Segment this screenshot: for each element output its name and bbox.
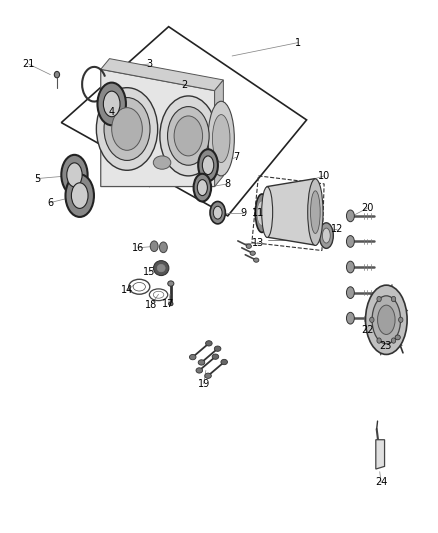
Text: 22: 22 xyxy=(362,326,374,335)
Text: 23: 23 xyxy=(379,342,392,351)
Ellipse shape xyxy=(392,338,396,343)
Ellipse shape xyxy=(377,296,381,302)
Ellipse shape xyxy=(96,87,158,171)
Ellipse shape xyxy=(153,156,171,169)
Ellipse shape xyxy=(250,251,255,255)
Text: 24: 24 xyxy=(375,478,387,487)
Text: 12: 12 xyxy=(331,224,343,234)
Polygon shape xyxy=(101,59,223,91)
Polygon shape xyxy=(101,69,215,187)
Ellipse shape xyxy=(378,305,395,335)
Ellipse shape xyxy=(174,116,203,156)
Ellipse shape xyxy=(377,338,381,343)
Text: 8: 8 xyxy=(225,179,231,189)
Text: 6: 6 xyxy=(47,198,53,207)
Ellipse shape xyxy=(213,206,222,219)
Text: 21: 21 xyxy=(22,59,35,69)
Text: 1: 1 xyxy=(295,38,301,47)
Ellipse shape xyxy=(61,155,88,195)
Text: 7: 7 xyxy=(233,152,240,162)
Text: 15: 15 xyxy=(143,267,155,277)
Text: 16: 16 xyxy=(132,243,144,253)
Text: 9: 9 xyxy=(240,208,246,218)
Ellipse shape xyxy=(255,194,268,232)
Ellipse shape xyxy=(104,98,150,160)
Ellipse shape xyxy=(372,296,401,344)
Text: 5: 5 xyxy=(34,174,40,183)
Ellipse shape xyxy=(150,241,158,252)
Ellipse shape xyxy=(346,210,354,222)
Ellipse shape xyxy=(254,258,259,262)
Ellipse shape xyxy=(159,242,167,253)
Ellipse shape xyxy=(205,341,212,346)
Ellipse shape xyxy=(221,359,227,365)
Polygon shape xyxy=(215,80,223,187)
Ellipse shape xyxy=(198,149,218,181)
Ellipse shape xyxy=(202,156,214,175)
Text: 20: 20 xyxy=(362,203,374,213)
Ellipse shape xyxy=(246,244,251,248)
Ellipse shape xyxy=(54,71,60,78)
Ellipse shape xyxy=(71,183,88,208)
Ellipse shape xyxy=(258,202,266,224)
Ellipse shape xyxy=(346,236,354,247)
Ellipse shape xyxy=(319,223,333,248)
Ellipse shape xyxy=(392,296,396,302)
Text: 13: 13 xyxy=(252,238,265,247)
Ellipse shape xyxy=(196,368,203,373)
Ellipse shape xyxy=(395,335,400,340)
Ellipse shape xyxy=(346,261,354,273)
Ellipse shape xyxy=(205,373,211,378)
Ellipse shape xyxy=(198,360,205,365)
Ellipse shape xyxy=(153,261,169,276)
Ellipse shape xyxy=(197,180,208,196)
Text: 17: 17 xyxy=(162,299,175,309)
Ellipse shape xyxy=(346,312,354,324)
Text: 2: 2 xyxy=(181,80,187,90)
Ellipse shape xyxy=(189,354,196,360)
Ellipse shape xyxy=(65,174,94,217)
Text: 4: 4 xyxy=(109,107,115,117)
Text: 11: 11 xyxy=(252,208,265,218)
Ellipse shape xyxy=(365,285,407,354)
Ellipse shape xyxy=(97,83,126,125)
Ellipse shape xyxy=(167,107,209,165)
Ellipse shape xyxy=(157,264,165,272)
Ellipse shape xyxy=(261,187,272,238)
Polygon shape xyxy=(267,179,315,245)
Ellipse shape xyxy=(370,317,374,322)
Text: 18: 18 xyxy=(145,300,157,310)
Ellipse shape xyxy=(194,174,211,201)
Ellipse shape xyxy=(112,108,142,150)
Ellipse shape xyxy=(67,163,82,187)
Polygon shape xyxy=(376,440,385,469)
Ellipse shape xyxy=(160,96,217,176)
Text: 10: 10 xyxy=(318,171,330,181)
Text: 3: 3 xyxy=(146,59,152,69)
Ellipse shape xyxy=(311,191,320,233)
Ellipse shape xyxy=(210,201,225,224)
Ellipse shape xyxy=(322,228,330,243)
Ellipse shape xyxy=(168,281,174,286)
Ellipse shape xyxy=(103,91,120,117)
Ellipse shape xyxy=(307,179,323,245)
Ellipse shape xyxy=(208,101,234,176)
Ellipse shape xyxy=(214,346,221,351)
Ellipse shape xyxy=(212,354,219,359)
Text: 19: 19 xyxy=(198,379,210,389)
Ellipse shape xyxy=(346,287,354,298)
Ellipse shape xyxy=(399,317,403,322)
Ellipse shape xyxy=(212,115,230,163)
Text: 14: 14 xyxy=(121,286,133,295)
Ellipse shape xyxy=(169,302,173,306)
